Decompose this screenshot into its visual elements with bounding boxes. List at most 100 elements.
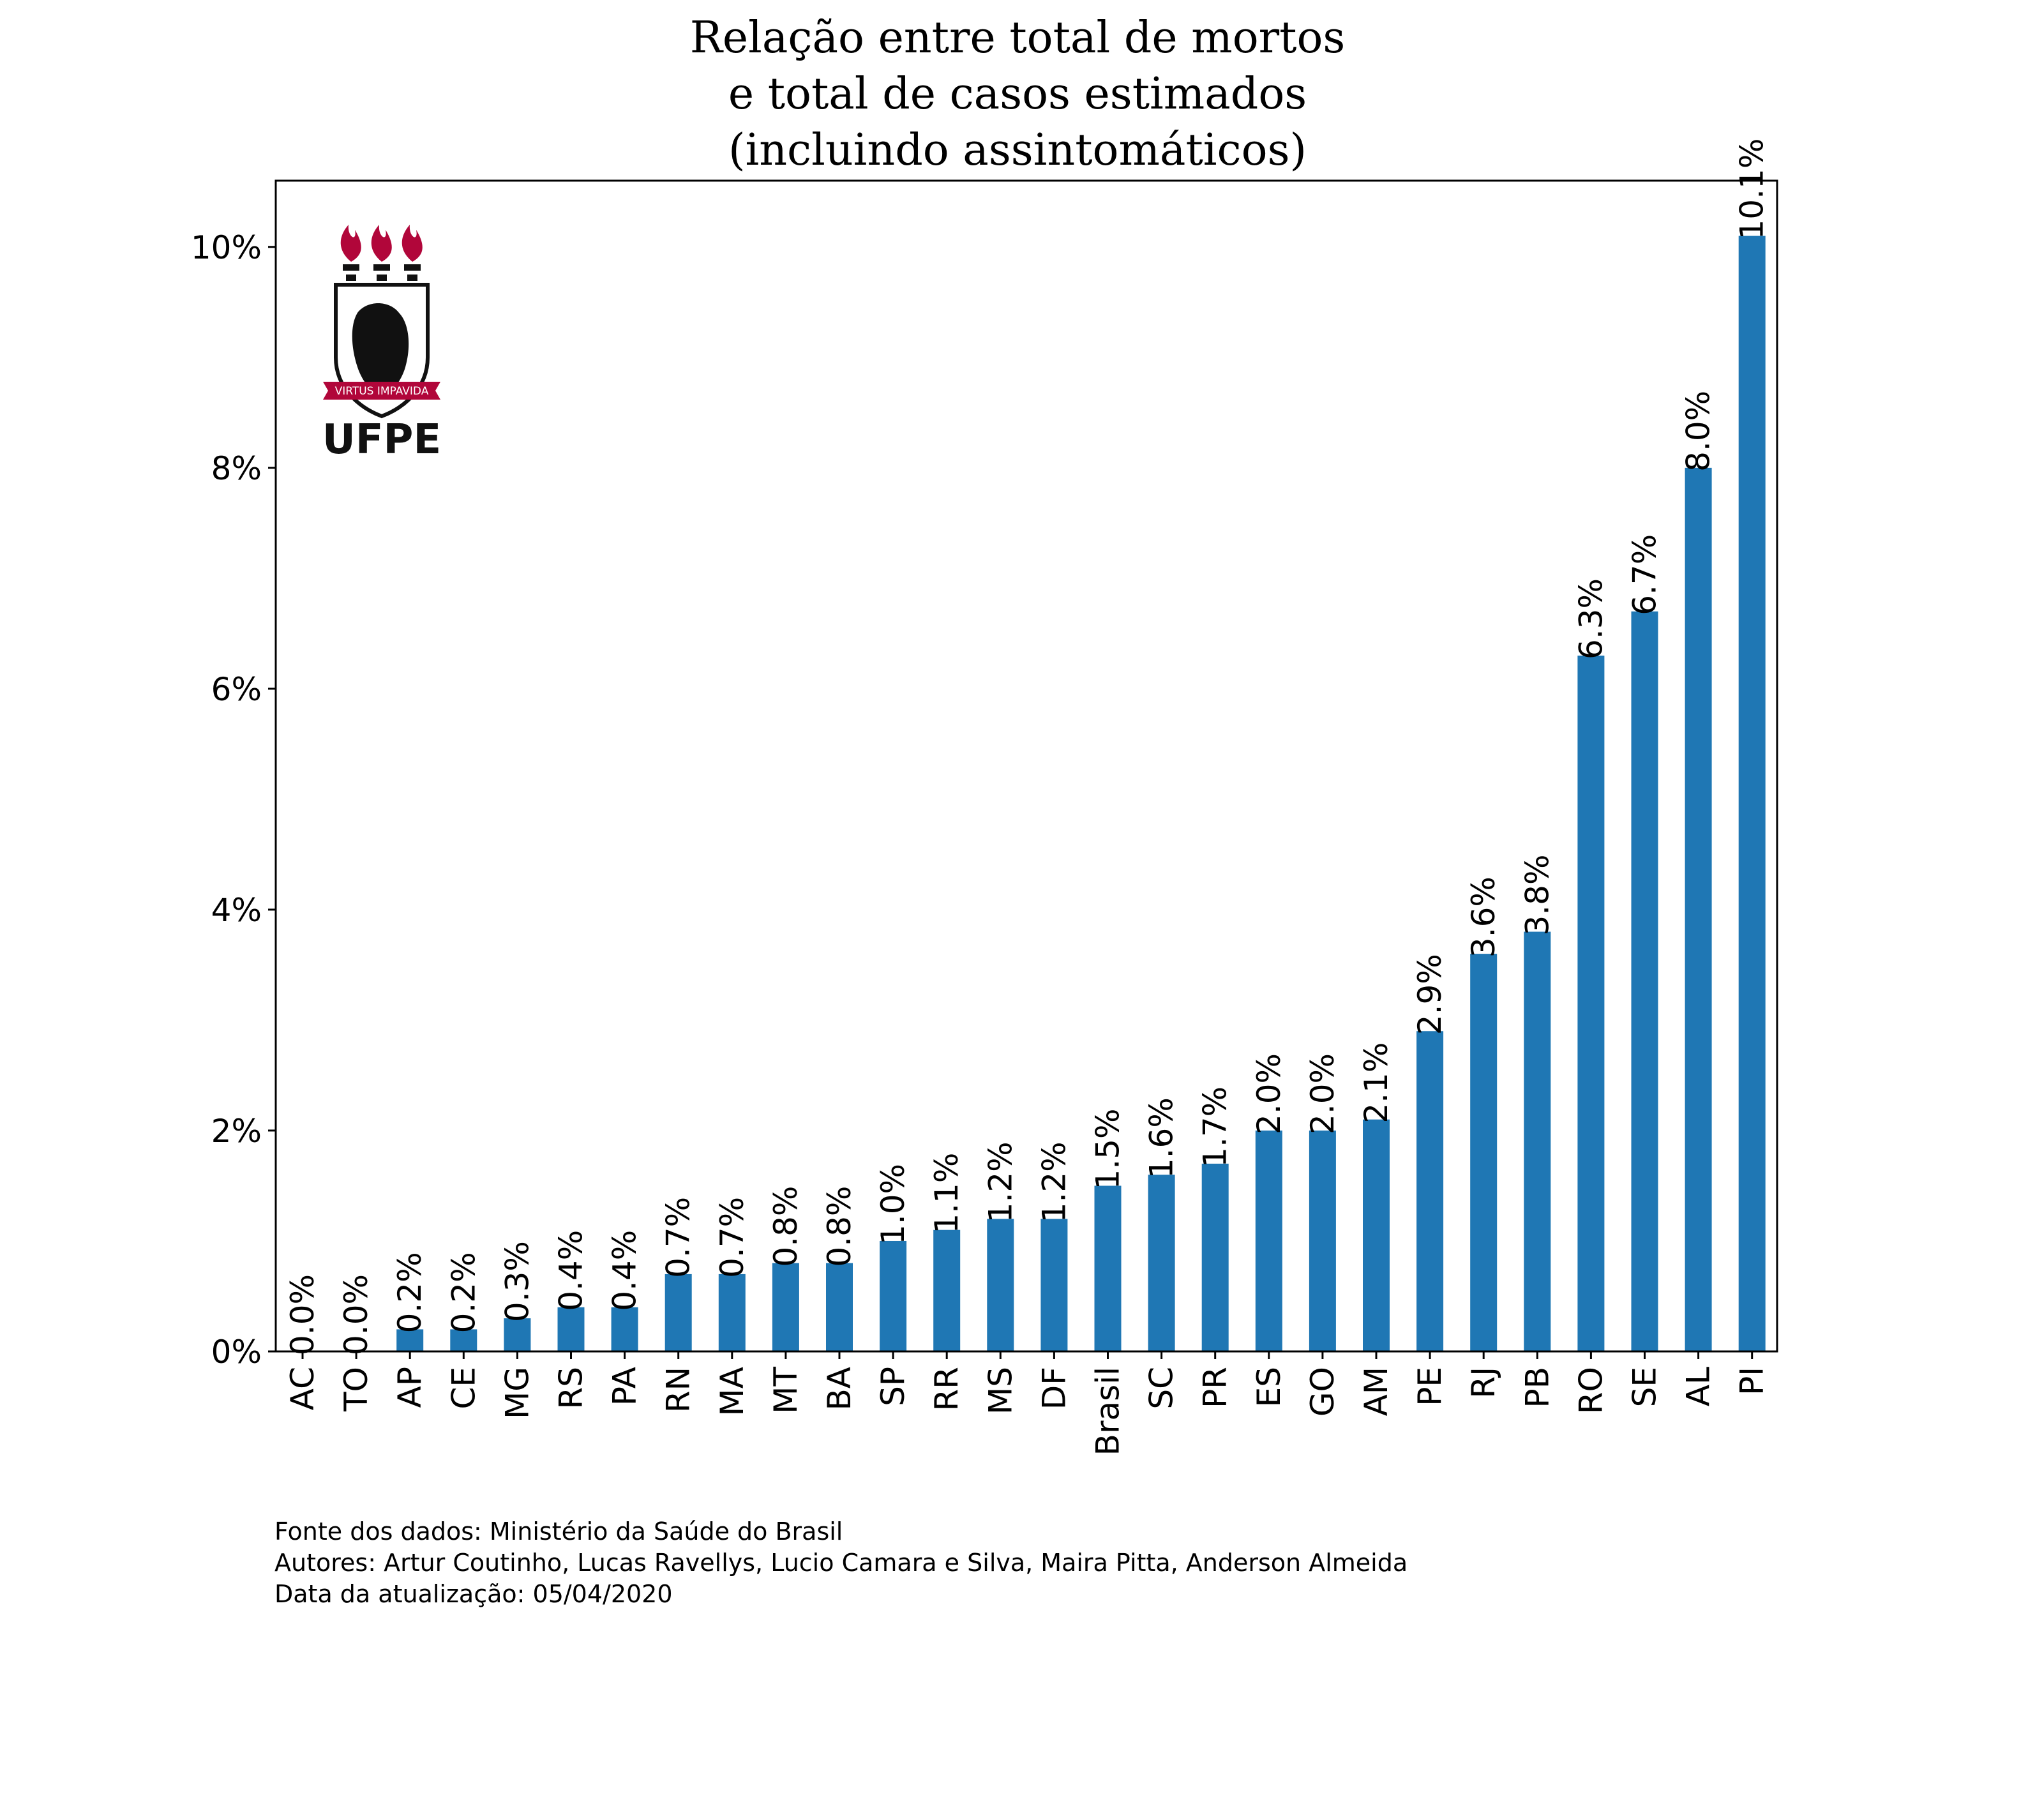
bar-PI <box>1738 236 1766 1352</box>
bar-AL <box>1685 467 1712 1351</box>
y-tick-label: 8% <box>211 450 262 487</box>
ufpe-logo: VIRTUS IMPAVIDA UFPE <box>322 225 441 463</box>
y-axis: 0% 2% 4% 6% 8% 10% <box>191 229 276 1371</box>
y-tick-label: 0% <box>211 1334 262 1371</box>
bar-AM <box>1363 1119 1390 1351</box>
bar-value-label: 1.0% <box>875 1164 912 1245</box>
x-tick-label: MT <box>767 1367 804 1414</box>
torch-icon <box>343 264 421 281</box>
bar-Brasil <box>1094 1185 1122 1351</box>
bar-value-label: 1.5% <box>1090 1108 1127 1189</box>
bar-value-label: 2.1% <box>1358 1042 1395 1124</box>
bar-value-label: 2.0% <box>1304 1053 1341 1134</box>
bar-MG <box>504 1318 531 1351</box>
x-tick-label: BA <box>821 1367 858 1411</box>
x-tick-label: PE <box>1411 1367 1448 1406</box>
x-tick-label: AC <box>284 1367 321 1410</box>
x-tick-label: AP <box>391 1367 428 1408</box>
banner-icon <box>323 382 440 400</box>
x-tick-label: DF <box>1035 1367 1072 1410</box>
bar-PB <box>1524 931 1551 1351</box>
x-tick-label: PA <box>606 1367 643 1406</box>
footer: Fonte dos dados: Ministério da Saúde do … <box>274 1517 1408 1608</box>
plot-frame <box>274 179 1778 1353</box>
bar-MT <box>772 1263 799 1351</box>
logo-text: UFPE <box>322 416 441 463</box>
bars-layer <box>396 236 1766 1352</box>
bar-value-label: 1.1% <box>928 1153 965 1234</box>
title-line-1: Relação entre total de mortos <box>690 13 1346 63</box>
bar-CE <box>450 1329 477 1351</box>
bar-value-label: 0.0% <box>338 1274 375 1355</box>
x-tick-label: PR <box>1197 1367 1234 1408</box>
x-tick-label: RO <box>1572 1367 1609 1414</box>
chart-title: Relação entre total de mortos e total de… <box>690 13 1346 176</box>
x-tick-label: MG <box>499 1367 536 1419</box>
x-tick-label: SP <box>875 1367 912 1406</box>
x-tick-label: Brasil <box>1090 1367 1127 1455</box>
x-tick-label: PI <box>1734 1367 1771 1395</box>
x-tick-label: SC <box>1143 1367 1180 1410</box>
bar-RO <box>1577 655 1605 1351</box>
bar-PE <box>1416 1031 1444 1351</box>
bar-value-label: 0.4% <box>553 1230 590 1311</box>
bar-ES <box>1255 1130 1282 1351</box>
bar-SC <box>1148 1175 1175 1351</box>
bar-RJ <box>1470 954 1498 1351</box>
footer-source: Fonte dos dados: Ministério da Saúde do … <box>274 1517 843 1545</box>
bar-DF <box>1040 1219 1068 1351</box>
x-tick-label: PB <box>1519 1367 1556 1408</box>
bar-value-label: 0.8% <box>767 1186 804 1267</box>
bar-value-label: 6.3% <box>1572 578 1609 659</box>
y-tick-label: 10% <box>191 229 262 266</box>
bar-value-label: 0.7% <box>714 1197 751 1278</box>
bar-labels-layer: 0.0% 0.0% 0.2% 0.2% 0.3% 0.4% 0.4% 0.7% 0.7% 0.8%… <box>284 139 1771 1355</box>
bar-BA <box>826 1263 853 1351</box>
bar-RS <box>557 1307 585 1351</box>
bar-RR <box>933 1230 961 1351</box>
bar-MS <box>987 1219 1014 1351</box>
x-tick-label: RS <box>553 1367 590 1409</box>
bar-value-label: 3.6% <box>1465 876 1502 958</box>
bar-value-label: 1.2% <box>1035 1141 1072 1222</box>
x-tick-label: MA <box>714 1367 751 1416</box>
bar-value-label: 0.3% <box>499 1241 536 1322</box>
footer-authors: Autores: Artur Coutinho, Lucas Ravellys,… <box>274 1549 1408 1577</box>
x-axis: AC TO AP CE MG RS PA RN MA MT BA SP RR MS DF Brasil SC PR… <box>284 1351 1771 1455</box>
y-tick-label: 6% <box>211 671 262 708</box>
flame-icon <box>340 225 423 262</box>
bar-SP <box>880 1240 907 1351</box>
bar-value-label: 0.4% <box>606 1230 643 1311</box>
x-tick-label: AL <box>1680 1367 1717 1406</box>
bar-PA <box>611 1307 638 1351</box>
bar-AP <box>396 1329 424 1351</box>
bar-value-label: 2.9% <box>1411 954 1448 1035</box>
bar-value-label: 0.0% <box>284 1274 321 1355</box>
bar-value-label: 0.2% <box>391 1252 428 1333</box>
title-line-3: (incluindo assintomáticos) <box>728 125 1307 176</box>
logo-motto: VIRTUS IMPAVIDA <box>335 385 429 398</box>
x-tick-label: RN <box>660 1367 697 1413</box>
x-tick-label: GO <box>1304 1367 1341 1417</box>
x-tick-label: RJ <box>1465 1367 1502 1399</box>
x-tick-label: ES <box>1250 1367 1288 1407</box>
y-tick-label: 2% <box>211 1113 262 1150</box>
bar-value-label: 8.0% <box>1680 391 1717 472</box>
y-tick-label: 4% <box>211 892 262 929</box>
bar-PR <box>1201 1163 1229 1351</box>
bar-RN <box>665 1274 692 1351</box>
bar-value-label: 3.8% <box>1519 854 1556 935</box>
lion-icon <box>352 303 409 399</box>
x-tick-label: RR <box>928 1367 965 1411</box>
bar-value-label: 0.2% <box>445 1252 482 1333</box>
bar-value-label: 0.8% <box>821 1186 858 1267</box>
x-tick-label: MS <box>982 1367 1019 1415</box>
footer-date: Data da atualização: 05/04/2020 <box>274 1580 673 1608</box>
bar-MA <box>718 1274 746 1351</box>
bar-value-label: 10.1% <box>1734 139 1771 240</box>
bar-value-label: 1.2% <box>982 1141 1019 1222</box>
x-tick-label: CE <box>445 1367 482 1410</box>
title-line-2: e total de casos estimados <box>728 69 1307 119</box>
bar-value-label: 6.7% <box>1626 534 1663 615</box>
